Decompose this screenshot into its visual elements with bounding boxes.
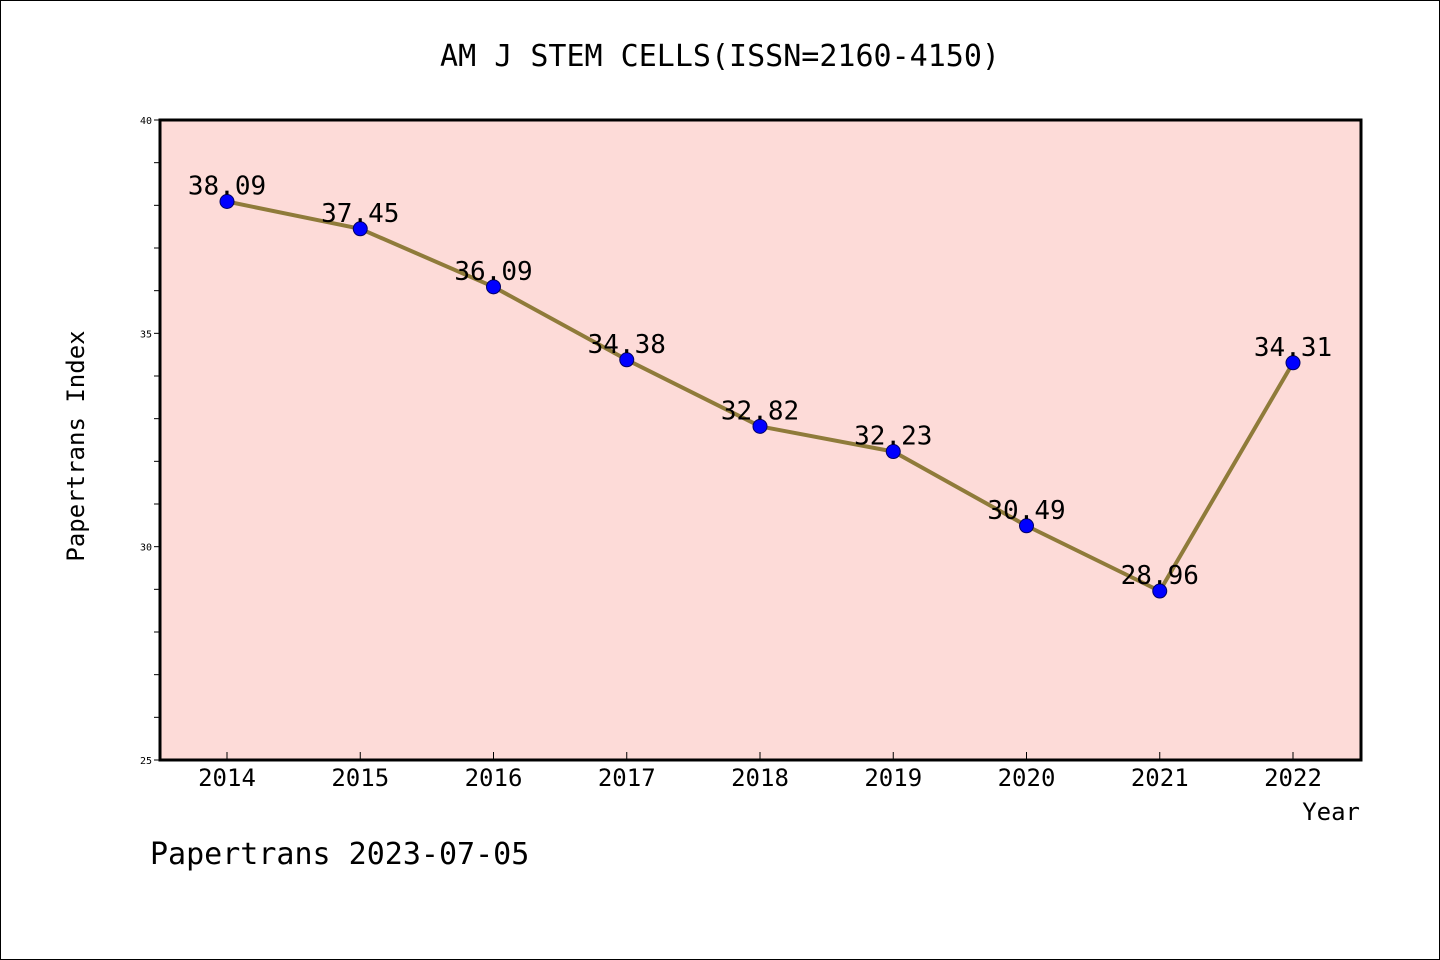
data-label: 32.82 (721, 396, 799, 426)
x-tick-label: 2015 (331, 764, 389, 792)
data-label: 34.31 (1254, 333, 1332, 363)
data-point (1285, 355, 1301, 371)
y-tick-label: 35 (140, 329, 152, 340)
data-point (486, 279, 501, 295)
x-axis-title: Year (1302, 798, 1360, 826)
data-label: 37.45 (321, 199, 399, 229)
data-point (1019, 518, 1034, 534)
x-tick-label: 2018 (731, 764, 789, 792)
x-tick-label: 2020 (998, 764, 1056, 792)
y-tick-label: 30 (140, 543, 152, 554)
data-point (352, 221, 368, 237)
x-tick-label: 2021 (1131, 764, 1189, 792)
data-label: 32.23 (854, 422, 932, 452)
data-label: 30.49 (987, 496, 1065, 526)
data-label: 34.38 (588, 330, 666, 360)
footer-date-stamp: Papertrans 2023-07-05 (150, 837, 529, 872)
data-point (1152, 583, 1168, 599)
data-point (219, 193, 235, 209)
x-tick-label: 2022 (1264, 764, 1322, 792)
chart-title: AM J STEM CELLS(ISSN=2160-4150) (440, 39, 1000, 74)
data-label: 28.96 (1121, 561, 1199, 591)
x-tick-label: 2019 (864, 764, 922, 792)
data-point (752, 418, 768, 434)
y-tick-label: 40 (140, 116, 152, 127)
x-tick-label: 2017 (598, 764, 656, 792)
x-tick-label: 2016 (465, 764, 523, 792)
y-axis-title: Papertrans Index (62, 330, 90, 561)
y-axis-ticks: 25 30 35 40 (140, 116, 160, 767)
data-markers (219, 193, 1301, 599)
y-tick-label: 25 (140, 756, 152, 767)
data-label: 36.09 (454, 257, 532, 287)
data-point (885, 444, 901, 460)
data-point (619, 352, 635, 368)
x-tick-label: 2014 (198, 764, 256, 792)
data-labels: 38.09 37.45 36.09 34.38 32.82 32.23 30.49 28.96… (188, 171, 1332, 591)
data-label: 38.09 (188, 171, 266, 201)
x-axis-ticks: 2014 2015 2016 2017 2018 2019 2020 2021 2022 (198, 752, 1322, 792)
